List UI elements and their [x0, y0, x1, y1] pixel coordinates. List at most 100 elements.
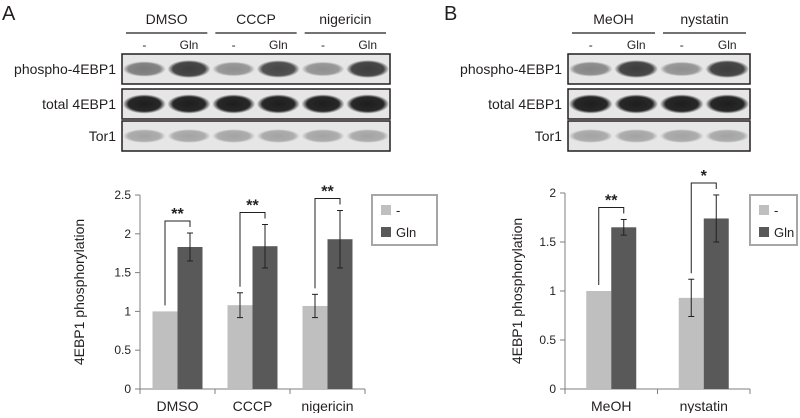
significance-bracket [314, 198, 341, 289]
x-tick-label: MeOH [591, 398, 631, 413]
y-tick-label: 0.5 [114, 343, 131, 357]
blot-band [659, 94, 704, 114]
blot-row-label: phospho-4EBP1 [14, 61, 116, 77]
blot-band [122, 129, 166, 143]
bar-gln [703, 218, 729, 389]
bar-minus [227, 305, 253, 389]
legend-label: - [774, 203, 778, 218]
legend: - Gln [749, 194, 798, 246]
x-tick-label: nystatin [680, 398, 728, 413]
legend-box [749, 194, 798, 246]
bar-chart-b: 0 0.5 1 1.5 2 MeOH ** nystatin * 4EBP1 phosphoryl… [509, 168, 798, 414]
blot-row-label: Tor1 [89, 128, 116, 144]
blot-band [212, 129, 256, 143]
blot-group-label: CCCP [236, 11, 276, 27]
blot-band [122, 94, 166, 114]
y-tick-label: 0.5 [539, 333, 556, 347]
blot-band [705, 60, 750, 78]
y-tick-label: 2 [549, 186, 556, 200]
legend-label: - [396, 203, 400, 218]
blot-band [346, 94, 390, 114]
legend-swatch [759, 227, 769, 237]
panel-b: B MeOH nystatin - Gln - Gln phospho-4EBP1 total … [444, 3, 751, 152]
significance-marker: ** [246, 197, 259, 214]
blot-group-label: DMSO [146, 11, 188, 27]
y-tick-label: 1 [549, 284, 556, 298]
blot-row-label: total 4EBP1 [42, 96, 116, 112]
legend-swatch [759, 205, 769, 215]
significance-marker: ** [605, 192, 618, 209]
blot-lane-label: - [321, 38, 325, 52]
blot-lane-label: Gln [718, 38, 737, 52]
blot-membrane [121, 53, 391, 85]
legend-label: Gln [396, 225, 416, 240]
blot-lane-label: Gln [269, 38, 288, 52]
blot-band [301, 129, 345, 143]
legend: - Gln [371, 194, 438, 246]
blot-band [167, 129, 211, 143]
bar-minus [302, 305, 328, 389]
blot-band [705, 94, 750, 114]
significance-bracket [598, 206, 625, 285]
y-tick-label: 2 [124, 227, 131, 241]
blot-band [256, 94, 300, 114]
legend-label: Gln [774, 225, 794, 240]
blot-row-label: total 4EBP1 [488, 96, 562, 112]
significance-marker: * [701, 168, 708, 185]
x-tick-label: nigericin [301, 398, 353, 413]
significance-marker: ** [171, 206, 184, 223]
blot-band [614, 60, 659, 78]
blot-band [568, 129, 613, 143]
bar-minus [152, 311, 178, 389]
blot-lane-label: Gln [627, 38, 646, 52]
y-tick-label: 0 [549, 382, 556, 396]
blot-membrane [121, 120, 391, 152]
blot-group-label: nystatin [680, 11, 728, 27]
significance-marker: ** [321, 184, 334, 201]
blot-row-label: Tor1 [535, 128, 562, 144]
blot-band [346, 129, 390, 143]
blot-band [122, 61, 166, 77]
blot-lane-label: - [680, 38, 684, 52]
blot-group-label: nigericin [319, 11, 371, 27]
blot-band [705, 129, 750, 143]
significance-bracket [164, 220, 191, 306]
blot-row-label: phospho-4EBP1 [460, 61, 562, 77]
blot-band [301, 94, 345, 114]
bar-chart-a: 0 0.5 1 1.5 2 2.5 DMSO ** CCCP ** nigericin ** 4EBP1… [71, 184, 438, 414]
bar-gln [611, 227, 637, 389]
blot-band [659, 129, 704, 143]
bar-gln [177, 246, 203, 389]
significance-bracket [690, 182, 717, 274]
y-tick-label: 1 [124, 304, 131, 318]
bar-minus [586, 291, 612, 389]
panel-a: A DMSO CCCP nigericin - Gln - Gln - Gln phospho-4E… [2, 3, 391, 152]
blot-membrane [121, 88, 391, 120]
blot-band [256, 129, 300, 143]
blot-lane-label: - [142, 38, 146, 52]
legend-swatch [381, 227, 391, 237]
y-tick-label: 0 [124, 382, 131, 396]
blot-band [568, 61, 613, 77]
y-tick-label: 1.5 [114, 266, 131, 280]
blot-band [659, 61, 704, 77]
legend-swatch [381, 205, 391, 215]
blot-band [301, 61, 345, 77]
blot-band [568, 94, 613, 114]
panel-letter: A [2, 3, 16, 25]
y-axis-label: 4EBP1 phosphorylation [509, 218, 525, 364]
significance-bracket [239, 211, 266, 287]
y-axis-label: 4EBP1 phosphorylation [71, 219, 87, 365]
blot-lane-label: Gln [358, 38, 377, 52]
blot-band [256, 60, 300, 78]
panel-letter: B [444, 3, 457, 25]
blot-band [346, 60, 390, 78]
blot-band [614, 129, 659, 143]
blot-band [167, 94, 211, 114]
x-tick-label: CCCP [233, 398, 273, 413]
blot-band [212, 94, 256, 114]
y-tick-label: 1.5 [539, 235, 556, 249]
y-tick-label: 2.5 [114, 188, 131, 202]
x-tick-label: DMSO [157, 398, 199, 413]
